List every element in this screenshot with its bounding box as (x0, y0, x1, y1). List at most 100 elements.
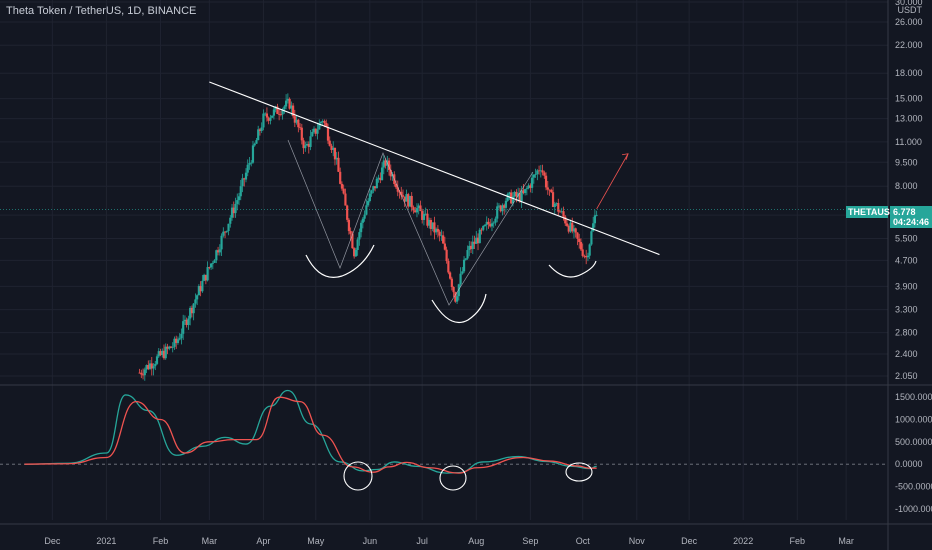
candle-body (244, 172, 248, 180)
candle-body (585, 256, 588, 258)
y-tick-label: 4.700 (895, 255, 918, 265)
candle-body (398, 191, 401, 193)
candle-body (394, 183, 398, 188)
y-tick-label: 22.000 (895, 40, 923, 50)
candle-body (396, 187, 399, 192)
candle-body (525, 188, 528, 190)
candle-body (365, 205, 368, 215)
candle-body (360, 222, 363, 233)
candle-body (583, 255, 586, 257)
candle-body (592, 223, 595, 232)
candle-body (462, 259, 466, 272)
candle-body (293, 116, 296, 123)
candle-body (138, 372, 141, 374)
candle-body (370, 190, 373, 194)
candle-body (171, 346, 174, 348)
candle-body (454, 292, 457, 302)
osc-series-0 (24, 389, 597, 474)
candle-body (330, 145, 333, 150)
candle-body (229, 217, 232, 224)
candle-body (436, 228, 439, 232)
candle-body (267, 117, 270, 121)
candle-body (471, 241, 474, 249)
x-tick-label: Jul (416, 536, 428, 546)
candle-body (548, 189, 551, 191)
candle-body (421, 211, 424, 220)
candle-body (241, 178, 244, 187)
candle-body (349, 231, 352, 234)
candle-body (155, 356, 159, 364)
candle-body (464, 258, 467, 260)
candle-body (346, 205, 349, 220)
candle-body (473, 241, 476, 244)
candle-body (274, 106, 277, 110)
candle-body (197, 285, 200, 296)
candle-body (372, 186, 375, 191)
candle-body (354, 249, 357, 257)
candle-body (248, 163, 251, 165)
candle-body (141, 374, 145, 376)
osc-circle-2 (439, 465, 467, 491)
candle-body (455, 296, 459, 302)
ticker-label: THETAUSDT (848, 207, 902, 217)
last-price: 6.778 (893, 207, 916, 217)
candle-body (541, 170, 544, 173)
candle-body (571, 222, 574, 232)
candle-body (337, 157, 340, 172)
candle-body (384, 160, 387, 166)
candle-body (323, 120, 326, 123)
candle-body (379, 177, 382, 181)
candle-body (206, 267, 209, 281)
countdown: 04:24:46 (893, 217, 929, 227)
candle-body (311, 131, 314, 137)
candle-body (558, 211, 562, 213)
candle-body (531, 177, 534, 188)
candle-body (565, 223, 569, 226)
candle-body (145, 365, 148, 370)
candle-body (452, 287, 455, 293)
bottom-arc-1 (305, 244, 375, 278)
candle-body (517, 193, 520, 197)
candle-body (440, 235, 443, 237)
candle-body (353, 248, 356, 257)
candle-body (285, 100, 288, 107)
x-tick-label: Dec (681, 536, 698, 546)
candle-body (527, 185, 530, 189)
candle-body (410, 195, 413, 208)
arrow-head (621, 153, 629, 160)
candle-body (368, 193, 371, 202)
candle-body (318, 123, 321, 130)
candle-body (316, 129, 319, 134)
candle-body (511, 196, 515, 204)
candle-body (536, 170, 539, 175)
candle-body (576, 232, 579, 239)
candle-body (325, 122, 328, 128)
candle-body (419, 205, 422, 212)
x-tick-label: Oct (576, 536, 591, 546)
candle-body (499, 205, 502, 212)
candle-body (496, 206, 499, 219)
candle-body (351, 233, 354, 249)
candle-body (518, 193, 521, 202)
candle-body (447, 261, 450, 273)
candle-body (255, 140, 258, 144)
candle-body (590, 231, 593, 245)
candle-body (278, 113, 281, 115)
candle-body (476, 237, 480, 244)
candle-body (319, 122, 323, 124)
candle-body (347, 219, 351, 232)
candle-body (166, 346, 169, 349)
candle-body (339, 171, 342, 184)
candle-body (213, 260, 216, 263)
candle-body (504, 200, 508, 208)
candle-body (335, 157, 338, 160)
candle-body (482, 225, 485, 230)
candle-body (513, 191, 516, 197)
candle-body (176, 339, 180, 343)
candle-body (586, 255, 590, 258)
candle-body (405, 194, 408, 202)
y-tick-label: 2.050 (895, 371, 918, 381)
osc-tick-label: -500.0000 (895, 482, 932, 492)
candle-body (251, 145, 255, 163)
